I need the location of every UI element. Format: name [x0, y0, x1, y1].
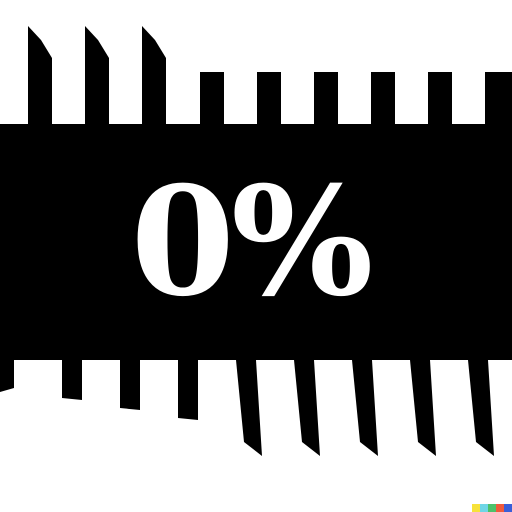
top-tooth — [98, 40, 109, 124]
top-tooth — [85, 26, 98, 124]
top-tooth — [485, 72, 512, 124]
top-teeth — [28, 26, 512, 124]
bottom-tooth — [468, 360, 494, 456]
bottom-teeth — [0, 360, 494, 456]
top-tooth — [200, 72, 224, 124]
percent-label: 0% — [130, 154, 374, 330]
watermark-swatch — [472, 504, 480, 512]
watermark-swatch — [504, 504, 512, 512]
top-tooth — [371, 72, 395, 124]
bottom-tooth — [294, 360, 320, 456]
top-tooth — [155, 40, 166, 124]
bottom-tooth — [178, 360, 198, 420]
top-tooth — [41, 40, 52, 124]
bottom-tooth — [410, 360, 436, 456]
top-tooth — [28, 26, 41, 124]
top-tooth — [257, 72, 281, 124]
top-tooth — [142, 26, 155, 124]
watermark-swatch — [496, 504, 504, 512]
bottom-tooth — [62, 360, 82, 400]
bottom-tooth — [120, 360, 140, 410]
top-tooth — [314, 72, 338, 124]
top-tooth — [428, 72, 452, 124]
black-band — [0, 124, 512, 360]
watermark — [472, 504, 512, 512]
bottom-tooth — [236, 360, 262, 456]
bottom-tooth — [352, 360, 378, 456]
watermark-swatch — [488, 504, 496, 512]
bottom-tooth — [0, 360, 14, 392]
watermark-swatch — [480, 504, 488, 512]
